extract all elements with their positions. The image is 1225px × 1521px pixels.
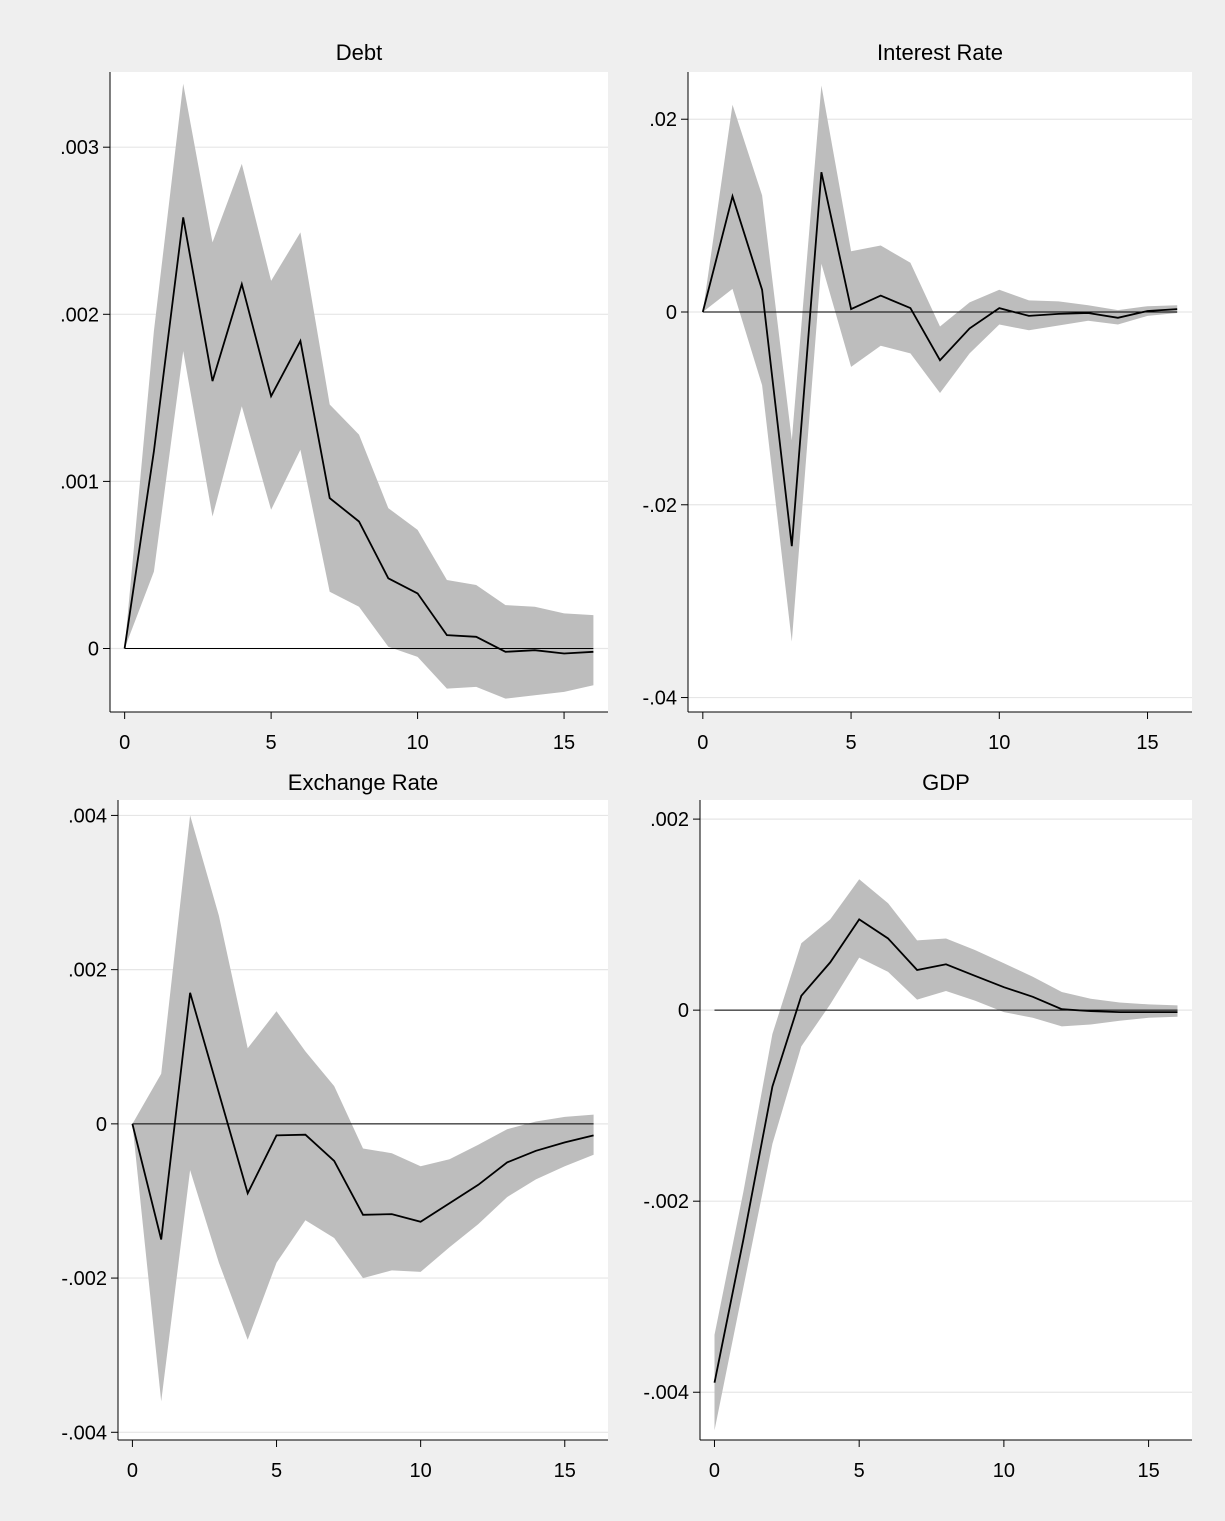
exchange-rate-panel: -.004 -.002 0 .002 .004 0 5 10 15 Exchange Rate — [61, 770, 608, 1482]
gdp-title: GDP — [922, 770, 970, 795]
exchange-rate-y-tick-label: -.004 — [61, 1422, 107, 1444]
debt-irf-line — [123, 217, 594, 655]
gdp-y-tick-label: .002 — [650, 809, 689, 831]
exchange-rate-y-tick-label: -.002 — [61, 1268, 107, 1290]
exchange-rate-x-tick-label: 10 — [410, 1460, 432, 1482]
debt-x-tick-label: 10 — [406, 732, 428, 754]
exchange-rate-x-tick-label: 5 — [271, 1460, 282, 1482]
gdp-x-tick-label: 5 — [854, 1460, 865, 1482]
interest-rate-x-tick-label: 10 — [988, 732, 1010, 754]
gdp-plot-area — [700, 800, 1192, 1440]
exchange-rate-x-tick-label: 0 — [127, 1460, 138, 1482]
debt-confidence-band — [124, 83, 594, 699]
exchange-rate-x-tick-label: 15 — [554, 1460, 576, 1482]
gdp-x-tick-label: 15 — [1137, 1460, 1159, 1482]
gdp-x-tick-label: 0 — [709, 1460, 720, 1482]
debt-y-tick-label: .002 — [60, 304, 99, 326]
debt-x-tick-label: 0 — [119, 732, 130, 754]
gdp-confidence-band — [714, 879, 1178, 1431]
interest-rate-irf-line — [701, 172, 1178, 547]
interest-rate-panel: -.04 -.02 0 .02 0 5 10 15 Interest Rate — [643, 40, 1192, 754]
interest-rate-confidence-band — [702, 85, 1178, 642]
exchange-rate-title: Exchange Rate — [288, 770, 438, 795]
interest-rate-y-tick-label: .02 — [649, 109, 677, 131]
gdp-x-tick-label: 10 — [993, 1460, 1015, 1482]
exchange-rate-irf-line — [131, 992, 594, 1240]
interest-rate-x-tick-label: 5 — [845, 732, 856, 754]
gdp-y-tick-label: -.004 — [643, 1382, 689, 1404]
gdp-panel: -.004 -.002 0 .002 0 5 10 15 GDP — [643, 770, 1192, 1482]
gdp-y-tick-label: -.002 — [643, 1191, 689, 1213]
gdp-y-tick-label: 0 — [678, 1000, 689, 1022]
exchange-rate-y-tick-label: .002 — [68, 960, 107, 982]
interest-rate-x-tick-label: 15 — [1136, 732, 1158, 754]
gdp-irf-line — [713, 918, 1178, 1383]
interest-rate-y-tick-label: -.02 — [643, 495, 677, 517]
exchange-rate-y-tick-label: 0 — [96, 1114, 107, 1136]
interest-rate-title: Interest Rate — [877, 40, 1003, 65]
exchange-rate-confidence-band — [132, 815, 594, 1402]
debt-x-tick-label: 15 — [553, 732, 575, 754]
debt-x-tick-label: 5 — [266, 732, 277, 754]
debt-y-tick-label: .001 — [60, 471, 99, 493]
debt-y-tick-label: .003 — [60, 137, 99, 159]
debt-panel: 0 .001 .002 .003 0 5 10 15 Debt — [60, 40, 608, 754]
exchange-rate-y-tick-label: .004 — [68, 805, 107, 827]
interest-rate-x-tick-label: 0 — [697, 732, 708, 754]
debt-y-tick-label: 0 — [88, 639, 99, 661]
interest-rate-y-tick-label: 0 — [666, 302, 677, 324]
interest-rate-y-tick-label: -.04 — [643, 688, 677, 710]
debt-title: Debt — [336, 40, 382, 65]
